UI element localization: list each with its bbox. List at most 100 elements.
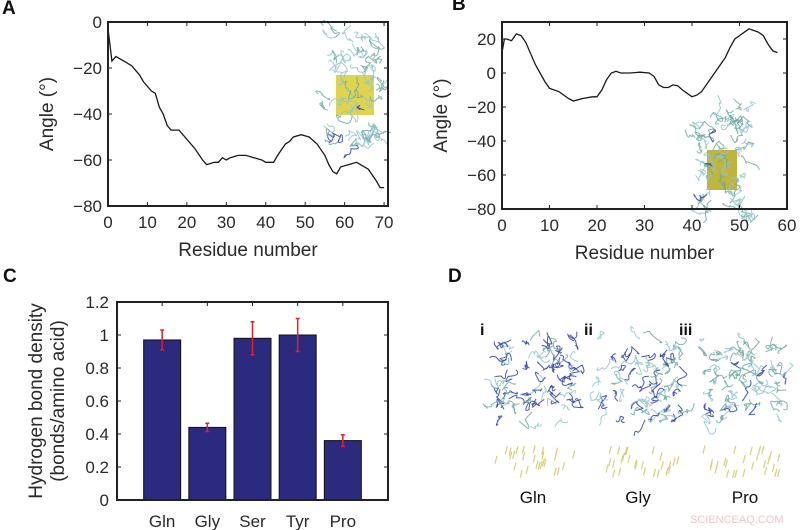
protein-ribbon [371, 55, 383, 64]
protein-ribbon [357, 49, 368, 59]
protein-ribbon [656, 388, 667, 402]
protein-ribbon [734, 178, 741, 197]
protein-ribbon [717, 154, 728, 168]
protein-ribbon [709, 112, 724, 122]
protein-ribbon [532, 388, 543, 394]
protein-ribbon [670, 376, 679, 385]
protein-ribbon [640, 408, 650, 415]
protein-ribbon [714, 115, 727, 125]
beta-strand [761, 445, 765, 455]
y-tick-label: 1.2 [85, 293, 109, 312]
protein-ribbon [319, 100, 328, 111]
chart-c-hbond-density: Gln Gly Ser Tyr Pro 0 0.2 0.4 0.6 0.8 1 1.2 Hydrogen… [26, 293, 389, 530]
y-tick-label: −60 [467, 166, 496, 185]
protein-ribbon [613, 370, 628, 385]
y-tick-label: −20 [467, 98, 496, 117]
protein-ribbon [708, 129, 717, 143]
protein-ribbon [748, 399, 761, 406]
protein-ribbon [642, 356, 651, 373]
protein-ribbon [650, 366, 664, 378]
protein-ribbon [371, 63, 375, 78]
bar-pro [323, 440, 362, 501]
panel-label-c: C [3, 266, 17, 287]
beta-strand [605, 464, 609, 473]
protein-ribbon [673, 404, 684, 422]
beta-strand [742, 468, 746, 478]
axes-box [501, 21, 788, 210]
protein-ribbon [659, 403, 671, 413]
protein-ribbon [341, 79, 357, 97]
protein-ribbon [702, 138, 710, 150]
protein-ribbon [356, 46, 365, 56]
structure-index: iii [679, 322, 692, 339]
beta-strand [749, 446, 753, 456]
protein-ribbon [743, 212, 756, 223]
y-axis-label: Angle (°) [431, 78, 452, 152]
protein-ribbon [651, 383, 665, 399]
protein-ribbon [354, 31, 366, 41]
beta-strand [522, 452, 526, 461]
beta-strand [532, 445, 536, 454]
protein-ribbon [376, 77, 385, 89]
protein-ribbon [708, 388, 713, 397]
protein-ribbon [697, 187, 711, 203]
protein-ribbon [563, 367, 581, 379]
protein-ribbon [340, 50, 351, 61]
protein-ribbon [639, 383, 652, 393]
protein-ribbon [748, 403, 758, 416]
protein-ribbon [554, 418, 569, 428]
protein-ribbon [544, 345, 555, 358]
protein-ribbon [751, 365, 765, 377]
protein-ribbon [315, 90, 331, 101]
protein-ribbon [618, 365, 626, 372]
protein-ribbon [529, 329, 541, 341]
protein-ribbon [672, 337, 687, 348]
protein-ribbon [718, 173, 725, 183]
data-line [501, 28, 778, 102]
protein-ribbon [322, 29, 333, 39]
protein-ribbon [560, 404, 570, 411]
protein-ribbon [611, 373, 623, 385]
protein-ribbon [723, 346, 735, 353]
protein-ribbon [566, 382, 577, 391]
beta-strand [572, 450, 576, 459]
beta-strand [660, 461, 664, 470]
x-tick-label: 10 [540, 216, 559, 235]
protein-ribbon [708, 351, 719, 362]
protein-ribbon [341, 24, 354, 43]
protein-ribbon [325, 128, 336, 138]
protein-ribbon [610, 353, 617, 363]
protein-ribbon [677, 402, 695, 414]
beta-strand [723, 457, 727, 467]
beta-strand [709, 462, 713, 471]
y-tick-label: 0.6 [85, 392, 109, 411]
beta-strand [611, 459, 616, 468]
protein-ribbon [691, 121, 704, 130]
protein-ribbon [777, 344, 788, 355]
beta-strand [535, 460, 539, 469]
protein-ribbon [546, 397, 558, 407]
protein-ribbon [375, 79, 388, 86]
x-tick-label: 70 [375, 213, 394, 232]
beta-strand [561, 462, 566, 471]
protein-ribbon [364, 33, 385, 49]
protein-ribbon [779, 362, 794, 376]
beta-strand [556, 467, 560, 476]
protein-ribbon [721, 182, 736, 204]
protein-ribbon [591, 376, 602, 388]
protein-ribbon [729, 197, 743, 207]
beta-strand [612, 469, 616, 478]
protein-ribbon [343, 144, 359, 159]
x-tick-label: 0 [497, 216, 506, 235]
protein-ribbon [531, 398, 545, 407]
protein-ribbon [559, 375, 573, 386]
protein-ribbon [597, 401, 608, 410]
beta-strand [751, 461, 755, 470]
protein-ribbon [363, 142, 375, 149]
beta-strand [771, 463, 776, 472]
protein-ribbon [349, 108, 359, 123]
protein-ribbon [738, 374, 748, 390]
protein-ribbon [566, 331, 578, 342]
beta-strand [608, 458, 612, 467]
